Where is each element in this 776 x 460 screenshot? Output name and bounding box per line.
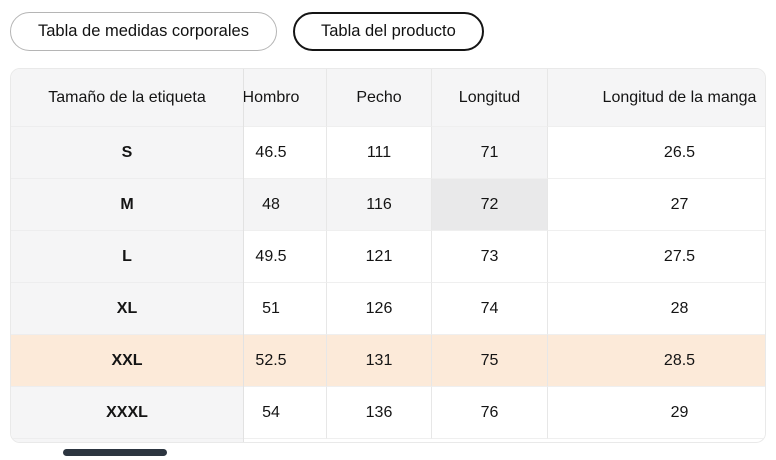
table-scroll-area: Hombro Pecho Longitud Longitud de la man… <box>216 69 765 439</box>
header-cell-label-size: Tamaño de la etiqueta <box>11 69 243 127</box>
sticky-size-column: Tamaño de la etiqueta S M L XL XXL XXXL <box>11 69 244 442</box>
table-cell[interactable]: 121 <box>326 231 431 283</box>
header-cell-longitud: Longitud <box>431 69 547 127</box>
table-cell[interactable]: 131 <box>326 335 431 387</box>
table-cell[interactable]: 71 <box>431 127 547 179</box>
table-cell[interactable]: 26.5 <box>547 127 765 179</box>
table-row: 48 116 72 27 <box>216 179 765 231</box>
size-label-m[interactable]: M <box>11 179 243 231</box>
table-cell[interactable]: 111 <box>326 127 431 179</box>
table-cell[interactable]: 74 <box>431 283 547 335</box>
sticky-column-filler <box>11 439 243 442</box>
hovered-cell[interactable]: 72 <box>431 179 547 231</box>
product-size-table: Hombro Pecho Longitud Longitud de la man… <box>10 68 766 443</box>
table-cell[interactable]: 126 <box>326 283 431 335</box>
size-label-l[interactable]: L <box>11 231 243 283</box>
table-cell[interactable]: 29 <box>547 387 765 439</box>
table-row: 46.5 111 71 26.5 <box>216 127 765 179</box>
table-header-row: Hombro Pecho Longitud Longitud de la man… <box>216 69 765 127</box>
table-cell[interactable]: 28 <box>547 283 765 335</box>
size-label-s[interactable]: S <box>11 127 243 179</box>
table-row: 54 136 76 29 <box>216 387 765 439</box>
chart-tabs: Tabla de medidas corporales Tabla del pr… <box>10 12 484 51</box>
table-cell[interactable]: 136 <box>326 387 431 439</box>
table-row-highlighted: 52.5 131 75 28.5 <box>216 335 765 387</box>
table-cell[interactable]: 73 <box>431 231 547 283</box>
table-row: 49.5 121 73 27.5 <box>216 231 765 283</box>
table-cell[interactable]: 27 <box>547 179 765 231</box>
table-cell[interactable]: 116 <box>326 179 431 231</box>
size-label-xxxl[interactable]: XXXL <box>11 387 243 439</box>
table-cell[interactable]: 76 <box>431 387 547 439</box>
table-row: 51 126 74 28 <box>216 283 765 335</box>
tab-body-measurements[interactable]: Tabla de medidas corporales <box>10 12 277 51</box>
tab-product-table[interactable]: Tabla del producto <box>292 12 484 51</box>
horizontal-scrollbar-thumb[interactable] <box>63 449 167 456</box>
table-cell[interactable]: 75 <box>431 335 547 387</box>
size-label-xl[interactable]: XL <box>11 283 243 335</box>
size-label-xxl[interactable]: XXL <box>11 335 243 387</box>
table-cell[interactable]: 27.5 <box>547 231 765 283</box>
header-cell-pecho: Pecho <box>326 69 431 127</box>
table-cell[interactable]: 28.5 <box>547 335 765 387</box>
header-cell-manga: Longitud de la manga <box>547 69 765 127</box>
